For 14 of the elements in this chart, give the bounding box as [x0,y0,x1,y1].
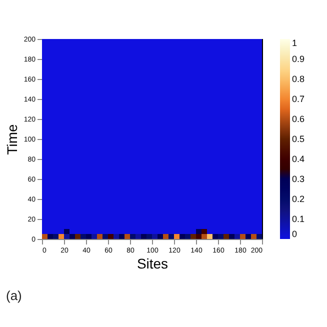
color-bar-label: 0.1 [292,214,305,224]
color-bar-label: 0.4 [292,154,305,164]
color-bar-label: 1 [292,38,298,48]
text: (a) [6,288,22,303]
color-bar-label: 0.5 [292,134,305,144]
color-bar-label: 0.7 [292,94,305,104]
y-axis-title: Time [4,124,20,155]
color-bar-label: 0.9 [292,54,305,64]
color-bar-label: 0 [292,229,298,239]
color-bar-label: 0.6 [292,114,305,124]
color-bar-label: 0.3 [292,174,305,184]
x-axis-title: Sites [136,256,168,272]
color-bar-label: 0.8 [292,74,305,84]
color-bar-label: 0.2 [292,194,305,204]
